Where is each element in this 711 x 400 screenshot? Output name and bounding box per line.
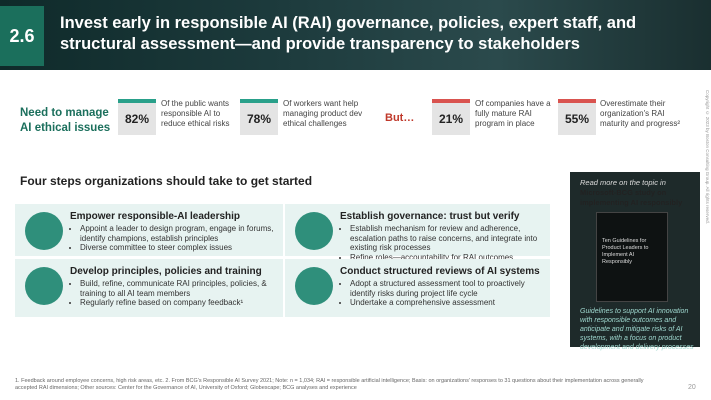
- step-bullet: Adopt a structured assessment tool to pr…: [350, 279, 550, 298]
- step-bullet: Build, refine, communicate RAI principle…: [80, 279, 280, 298]
- step-bullet: Appoint a leader to design program, enga…: [80, 224, 280, 243]
- stat-text: Of the public wants responsible AI to re…: [161, 99, 230, 128]
- step-title: Develop principles, policies and trainin…: [70, 266, 262, 277]
- step-bullet: Undertake a comprehensive assessment: [350, 298, 550, 308]
- step-bullets: Adopt a structured assessment tool to pr…: [340, 279, 550, 308]
- book-title: Ten Guidelines for Product Leaders to Im…: [602, 238, 649, 265]
- sidebar-source: Microsoft-BCG study on implementing AI r…: [580, 188, 683, 207]
- step-bullet: Diverse committee to steer complex issue…: [80, 243, 280, 253]
- stat-text: Of workers want help managing product de…: [283, 99, 363, 128]
- step-title: Conduct structured reviews of AI systems: [340, 266, 540, 277]
- book-cover: [596, 212, 668, 302]
- step-icon: [295, 212, 333, 250]
- slide-title: Invest early in responsible AI (RAI) gov…: [60, 14, 637, 53]
- copyright: Copyright © 2023 by Boston Consulting Gr…: [705, 90, 710, 224]
- step-bullet: Establish mechanism for review and adher…: [350, 224, 550, 253]
- step-icon: [295, 267, 333, 305]
- stat-value: 21%: [432, 99, 470, 135]
- but-label: But…: [385, 112, 415, 124]
- step-title: Empower responsible-AI leadership: [70, 211, 241, 222]
- sidebar-intro: Read more on the topic in: [580, 178, 666, 187]
- step-bullets: Establish mechanism for review and adher…: [340, 224, 550, 262]
- step-bullet: Refine roles—accountability for RAI outc…: [350, 253, 550, 263]
- stat-text: Of companies have a fully mature RAI pro…: [475, 99, 551, 128]
- step-bullets: Build, refine, communicate RAI principle…: [70, 279, 280, 308]
- stat-value: 82%: [118, 99, 156, 135]
- stat-value: 55%: [558, 99, 596, 135]
- step-icon: [25, 267, 63, 305]
- step-icon: [25, 212, 63, 250]
- section-number: 2.6: [0, 6, 44, 66]
- footnote: 1. Feedback around employee concerns, hi…: [15, 378, 644, 391]
- page-number: 20: [688, 384, 696, 391]
- stats-label: Need to manage AI ethical issues: [20, 107, 111, 134]
- header-band: [0, 0, 711, 70]
- stat-text: Overestimate their organization's RAI ma…: [600, 99, 681, 128]
- section-heading: Four steps organizations should take to …: [20, 174, 313, 188]
- sidebar-description: Guidelines to support AI innovation with…: [580, 308, 694, 351]
- step-bullets: Appoint a leader to design program, enga…: [70, 224, 280, 253]
- stat-value: 78%: [240, 99, 278, 135]
- step-bullet: Regularly refine based on company feedba…: [80, 298, 280, 308]
- step-title: Establish governance: trust but verify: [340, 211, 520, 222]
